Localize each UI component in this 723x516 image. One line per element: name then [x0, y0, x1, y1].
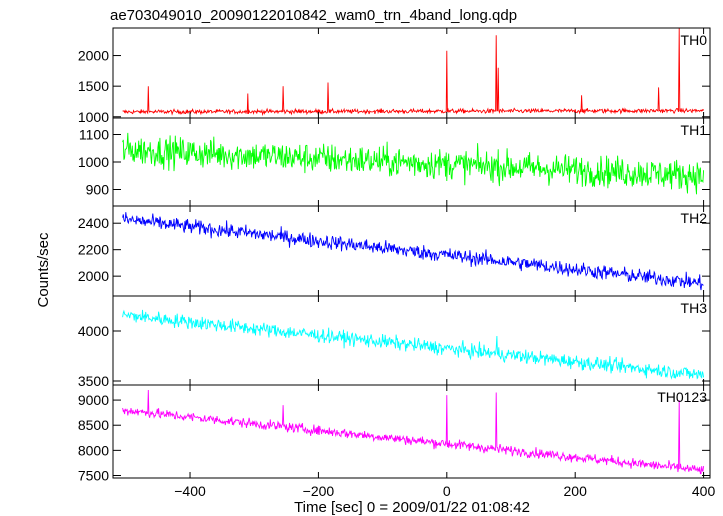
chart-title: ae703049010_20090122010842_wam0_trn_4ban…	[110, 7, 517, 24]
panel-th2-series-line	[122, 212, 704, 291]
panel-th3-series-line	[122, 309, 705, 380]
panel-th3-label: TH3	[681, 300, 708, 316]
panel-th0123-label: TH0123	[657, 389, 707, 405]
panel-th0123-ytick-label: 8500	[78, 417, 109, 433]
x-tick-label: 400	[692, 483, 716, 499]
x-tick-label: −200	[303, 483, 335, 499]
x-axis-label: Time [sec] 0 = 2009/01/22 01:08:42	[294, 499, 530, 516]
panel-th1-ytick-label: 1100	[79, 127, 109, 143]
panel-th2-ytick-label: 2200	[78, 242, 109, 258]
panel-th0-frame	[112, 27, 711, 119]
panel-th0123-ytick-label: 9000	[78, 392, 109, 408]
y-axis-label: Counts/sec	[35, 232, 52, 308]
panel-th0-ytick-label: 1500	[78, 78, 109, 94]
panel-th0123-ytick-label: 7500	[78, 467, 109, 483]
panel-th0123-ytick-label: 8000	[78, 442, 109, 458]
panel-th0-ytick-label: 2000	[78, 48, 109, 64]
panel-th0123-frame	[112, 384, 711, 479]
panel-th1-series-line	[122, 132, 705, 195]
panel-th1-label: TH1	[681, 122, 708, 138]
panel-th3-ytick-label: 3500	[78, 373, 109, 389]
panel-th3-ytick-label: 4000	[78, 323, 109, 339]
panel-th2-ytick-label: 2000	[78, 268, 109, 284]
panel-th0123-series-line	[122, 389, 705, 475]
x-tick-label: 200	[564, 483, 588, 499]
x-tick-label: 0	[443, 483, 451, 499]
panel-th0-label: TH0	[681, 32, 708, 48]
panel-th0-series-line	[122, 28, 704, 117]
panel-th2-label: TH2	[681, 210, 708, 226]
x-tick-label: −400	[174, 483, 206, 499]
panel-th0-ytick-label: 1000	[78, 109, 109, 125]
panel-th2-ytick-label: 2400	[78, 215, 109, 231]
panel-th1-ytick-label: 1000	[78, 154, 109, 170]
panel-th1-ytick-label: 900	[86, 182, 110, 198]
